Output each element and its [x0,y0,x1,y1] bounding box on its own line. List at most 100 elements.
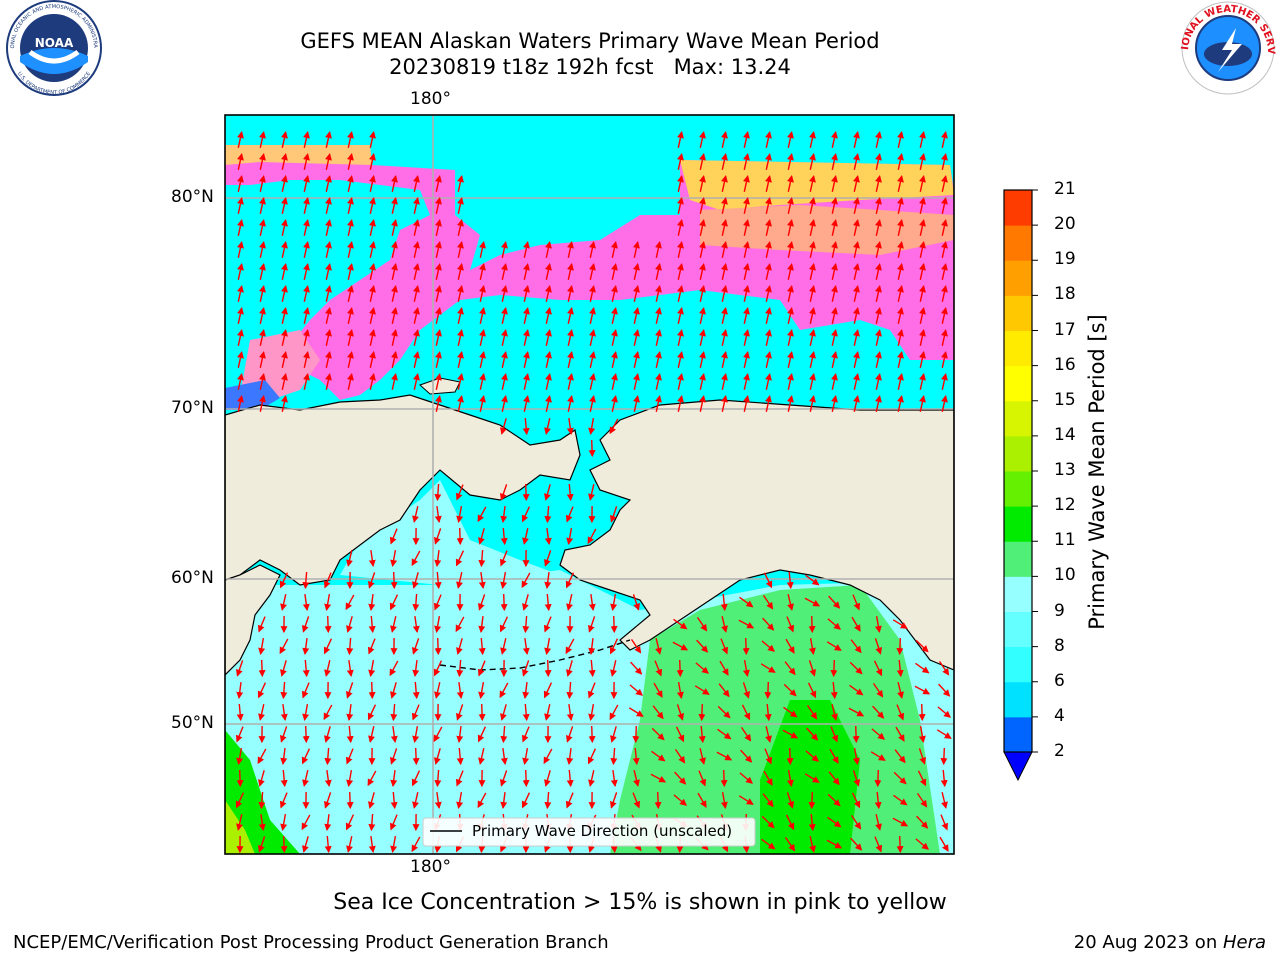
wave-direction-arrow [457,285,464,302]
wave-direction-arrow [808,791,816,810]
wave-direction-arrow [589,395,596,412]
wave-direction-arrow [303,307,310,324]
wave-direction-arrow [565,792,574,809]
wave-direction-arrow [523,307,530,324]
wave-direction-arrow [390,770,398,788]
wave-direction-arrow [324,660,331,677]
wave-direction-arrow [413,285,420,302]
wave-direction-arrow [783,706,798,718]
wave-direction-arrow [258,770,265,787]
wave-direction-arrow [434,682,441,699]
wave-direction-arrow [566,769,574,788]
wave-direction-arrow [655,351,662,368]
wave-direction-arrow [696,639,709,653]
wave-direction-arrow [941,329,948,346]
colorbar-tick-label: 17 [1054,319,1076,340]
wave-direction-arrow [325,263,332,280]
wave-direction-arrow [764,703,772,722]
wave-direction-arrow [345,814,355,831]
wave-direction-arrow [236,769,244,788]
wave-direction-arrow [412,747,420,766]
wave-direction-arrow [391,307,398,324]
wave-direction-arrow [456,659,464,678]
wave-direction-arrow [303,241,310,258]
wave-direction-arrow [259,285,266,302]
wave-direction-arrow [259,307,266,324]
wave-direction-arrow [478,549,486,568]
wave-direction-arrow [629,684,643,696]
wave-direction-arrow [674,771,687,785]
wave-direction-arrow [765,307,772,324]
wave-direction-arrow [237,263,244,280]
wave-direction-arrow [677,351,684,368]
wave-direction-arrow [280,660,287,677]
wave-direction-arrow [412,681,420,700]
wave-direction-arrow [897,131,904,148]
wave-direction-arrow [302,703,310,722]
wave-direction-arrow [762,595,774,610]
wave-direction-arrow [280,681,288,700]
wave-direction-arrow [435,307,442,324]
wave-direction-arrow [633,351,640,368]
wave-direction-arrow [632,725,640,744]
wave-direction-arrow [676,681,684,700]
wave-direction-arrow [434,769,442,788]
wave-direction-arrow [280,748,288,766]
wave-direction-arrow [721,219,728,236]
wave-direction-arrow [828,771,840,786]
wave-direction-arrows [235,131,952,854]
noaa-logo-text: NOAA [34,36,74,50]
wave-direction-arrow [478,748,485,765]
wave-direction-arrow [743,307,750,324]
wave-direction-arrow [852,594,861,611]
wave-direction-arrow [849,661,863,675]
wave-direction-arrow [390,703,398,722]
wave-direction-arrow [477,506,487,523]
wave-direction-arrow [743,197,750,214]
wave-direction-arrow [831,219,838,236]
wave-direction-arrow [369,131,376,148]
wave-direction-arrow [567,351,574,368]
colorbar-swatch [1004,681,1032,718]
wave-direction-arrow [673,794,687,806]
wave-direction-arrow [787,131,794,148]
wave-direction-arrow [784,661,796,676]
wave-direction-arrow [258,659,266,678]
wave-direction-arrow [391,197,398,214]
wave-direction-arrow [809,395,816,412]
wave-direction-arrow [566,527,574,546]
wave-direction-arrow [940,814,949,831]
wave-direction-arrow [301,748,311,765]
wave-direction-arrow [610,747,618,766]
wave-direction-arrow [875,351,882,368]
wave-direction-arrow [743,131,750,148]
colorbar-tick-label: 4 [1054,705,1065,726]
footer-left: NCEP/EMC/Verification Post Processing Pr… [13,932,609,953]
wave-direction-arrow [369,263,376,280]
wave-direction-arrow [765,131,772,148]
wave-direction-arrow [743,351,750,368]
wave-direction-arrow [457,175,464,192]
wave-direction-arrow [566,704,574,722]
wave-direction-arrow [762,617,775,631]
wave-direction-arrow [850,837,863,851]
wave-direction-arrow [325,197,332,214]
wave-direction-arrow [389,748,398,765]
wave-direction-arrow [301,616,310,633]
wave-direction-arrow [941,219,948,236]
colorbar-tick-label: 13 [1054,460,1076,480]
wave-direction-arrow [632,747,640,766]
wave-direction-arrow [588,439,596,458]
wave-direction-arrow [826,839,843,849]
wave-direction-arrow [412,572,419,589]
wave-direction-arrow [543,616,552,633]
wave-direction-arrow [831,395,838,412]
wave-direction-arrow [413,219,420,236]
colorbar-swatch [1004,506,1032,542]
wave-direction-arrow [434,748,441,765]
wave-direction-arrow [787,307,794,324]
wave-direction-arrow [919,175,926,192]
wave-direction-arrow [368,659,376,678]
wave-direction-arrow [941,131,948,148]
